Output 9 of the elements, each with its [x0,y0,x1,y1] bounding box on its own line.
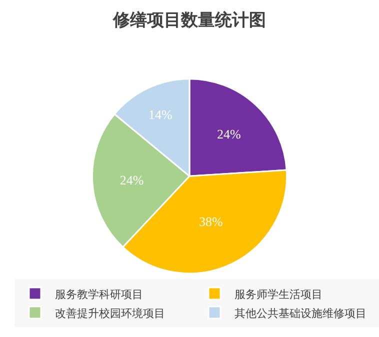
data-label: 14% [148,106,172,122]
legend-label: 改善提升校园环境项目 [55,306,165,320]
legend-label: 其他公共基础设施维修项目 [234,306,366,320]
chart-title: 修缮项目数量统计图 [112,10,266,30]
legend-label: 服务教学科研项目 [55,288,143,301]
data-label: 24% [120,172,144,188]
data-label: 38% [198,214,223,230]
legend-label: 服务师学生活项目 [234,288,322,301]
data-label: 24% [217,126,242,142]
